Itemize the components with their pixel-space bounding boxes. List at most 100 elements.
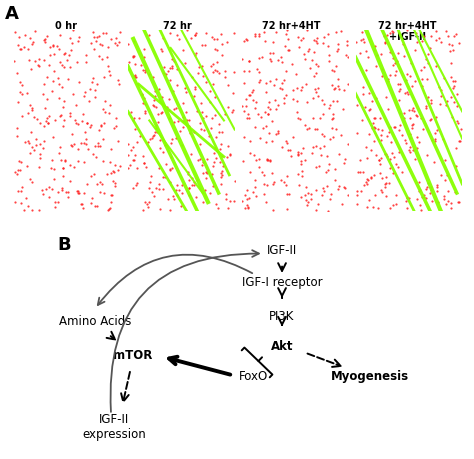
Point — [149, 73, 156, 80]
Point — [427, 96, 435, 104]
Point — [288, 60, 296, 67]
Point — [214, 205, 222, 212]
Point — [61, 156, 68, 163]
Point — [60, 165, 67, 172]
Point — [104, 207, 111, 214]
Point — [27, 129, 35, 136]
Point — [428, 136, 436, 143]
Point — [66, 64, 74, 71]
Point — [398, 131, 406, 139]
Point — [151, 128, 159, 135]
Point — [320, 33, 328, 40]
Point — [173, 104, 180, 112]
Point — [184, 168, 191, 176]
Point — [414, 134, 421, 141]
Point — [388, 28, 396, 35]
Point — [210, 150, 218, 157]
Point — [272, 131, 279, 138]
Point — [213, 147, 221, 155]
Point — [74, 121, 82, 128]
Point — [447, 199, 455, 207]
Point — [422, 194, 430, 202]
Point — [173, 66, 181, 73]
Point — [129, 185, 137, 192]
Point — [130, 52, 137, 60]
Point — [381, 39, 389, 46]
Point — [218, 171, 226, 179]
Point — [146, 199, 153, 206]
Point — [269, 38, 277, 45]
Point — [175, 35, 182, 42]
Point — [393, 57, 401, 64]
Point — [175, 186, 183, 194]
Point — [11, 199, 19, 206]
Text: 72 hr+4HT
+IGF-II: 72 hr+4HT +IGF-II — [378, 21, 437, 42]
Point — [313, 40, 321, 47]
Point — [265, 99, 273, 106]
Point — [44, 119, 52, 126]
Point — [221, 111, 229, 118]
Point — [185, 184, 193, 191]
Point — [244, 195, 251, 202]
Point — [179, 189, 186, 196]
Point — [242, 35, 250, 42]
Point — [60, 50, 67, 57]
Point — [202, 169, 210, 176]
Point — [268, 138, 275, 145]
Point — [224, 81, 231, 89]
Point — [159, 174, 166, 181]
Point — [411, 156, 419, 163]
Point — [55, 198, 62, 205]
Point — [359, 117, 366, 124]
Point — [396, 149, 403, 156]
Point — [451, 188, 459, 196]
Point — [395, 96, 402, 103]
Point — [144, 203, 152, 211]
Point — [294, 151, 302, 158]
Point — [364, 180, 371, 187]
Point — [303, 98, 310, 106]
Point — [392, 67, 400, 75]
Point — [18, 183, 26, 190]
Point — [165, 115, 173, 122]
Point — [18, 199, 25, 206]
Point — [258, 54, 266, 61]
Point — [313, 34, 320, 42]
Point — [456, 137, 464, 145]
Point — [91, 46, 98, 53]
Point — [25, 45, 32, 52]
Point — [403, 71, 410, 78]
Point — [28, 104, 36, 112]
Point — [418, 37, 426, 45]
Point — [340, 184, 347, 191]
Point — [319, 191, 326, 199]
Point — [443, 97, 451, 104]
Point — [417, 114, 425, 121]
Point — [160, 69, 168, 77]
Point — [35, 207, 43, 214]
Point — [249, 86, 257, 93]
Point — [309, 115, 317, 122]
Point — [28, 106, 36, 114]
Point — [306, 64, 314, 71]
Point — [82, 135, 90, 142]
Point — [229, 90, 237, 97]
Point — [78, 200, 85, 207]
Point — [111, 179, 119, 187]
Point — [252, 184, 259, 191]
Text: IGF-II
expression: IGF-II expression — [82, 413, 146, 441]
Point — [400, 114, 408, 122]
Point — [213, 47, 221, 54]
Point — [153, 128, 161, 135]
Point — [100, 119, 108, 126]
Point — [208, 124, 215, 132]
Point — [239, 102, 246, 109]
Point — [326, 58, 333, 65]
Point — [60, 64, 67, 71]
Point — [387, 156, 394, 163]
Point — [264, 110, 272, 118]
Point — [94, 139, 101, 146]
Point — [221, 73, 229, 81]
Point — [46, 113, 53, 120]
Point — [264, 157, 271, 164]
